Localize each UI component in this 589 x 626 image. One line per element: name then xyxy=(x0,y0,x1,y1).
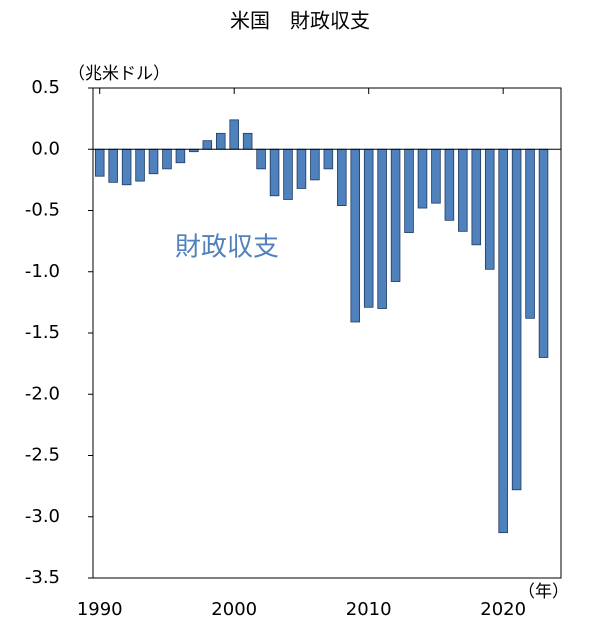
bar xyxy=(148,148,159,175)
bar xyxy=(296,148,307,189)
bar xyxy=(431,148,441,204)
x-tick-label: 2010 xyxy=(346,599,392,620)
bar xyxy=(525,148,535,319)
x-tick-label: 2020 xyxy=(480,599,526,620)
chart-title: 米国 財政収支 xyxy=(230,9,370,33)
bar xyxy=(390,148,401,282)
bar xyxy=(135,148,145,182)
bar xyxy=(337,148,347,206)
y-tick-label: -1.5 xyxy=(25,322,60,343)
bar xyxy=(202,140,213,150)
bar xyxy=(323,148,334,170)
bar xyxy=(458,148,468,232)
bar xyxy=(94,148,105,177)
x-tick-label: 2000 xyxy=(211,599,257,620)
bar xyxy=(363,148,374,308)
bar xyxy=(215,132,226,150)
x-tick-label: 1990 xyxy=(77,599,123,620)
x-unit: （年） xyxy=(518,582,569,602)
y-unit: （兆米ドル） xyxy=(68,64,170,84)
annotation: 財政収支 xyxy=(175,233,279,263)
y-tick-label: -2.5 xyxy=(25,445,60,466)
bar xyxy=(484,148,495,270)
bar xyxy=(404,148,414,233)
bar xyxy=(229,119,239,150)
bar xyxy=(350,148,361,323)
y-tick-label: -1.0 xyxy=(25,261,60,282)
bar xyxy=(121,148,132,186)
y-tick-label: -3.0 xyxy=(25,506,60,527)
bar xyxy=(283,148,293,200)
y-tick-label: -2.0 xyxy=(25,383,60,404)
bar xyxy=(471,148,482,246)
y-tick-label: -0.5 xyxy=(25,200,60,221)
bar xyxy=(108,148,118,183)
bar xyxy=(256,148,266,170)
bar xyxy=(498,148,508,534)
y-tick-label: -3.5 xyxy=(25,567,60,588)
bar xyxy=(417,148,428,209)
bar xyxy=(377,148,387,309)
bar xyxy=(175,148,186,164)
bar xyxy=(310,148,320,181)
bar xyxy=(511,148,522,491)
bar xyxy=(269,148,280,197)
bar xyxy=(444,148,455,221)
bar xyxy=(162,148,172,170)
bar xyxy=(538,148,549,358)
bar xyxy=(242,132,253,150)
y-tick-label: 0.5 xyxy=(31,77,60,98)
y-tick-label: 0.0 xyxy=(31,138,60,159)
